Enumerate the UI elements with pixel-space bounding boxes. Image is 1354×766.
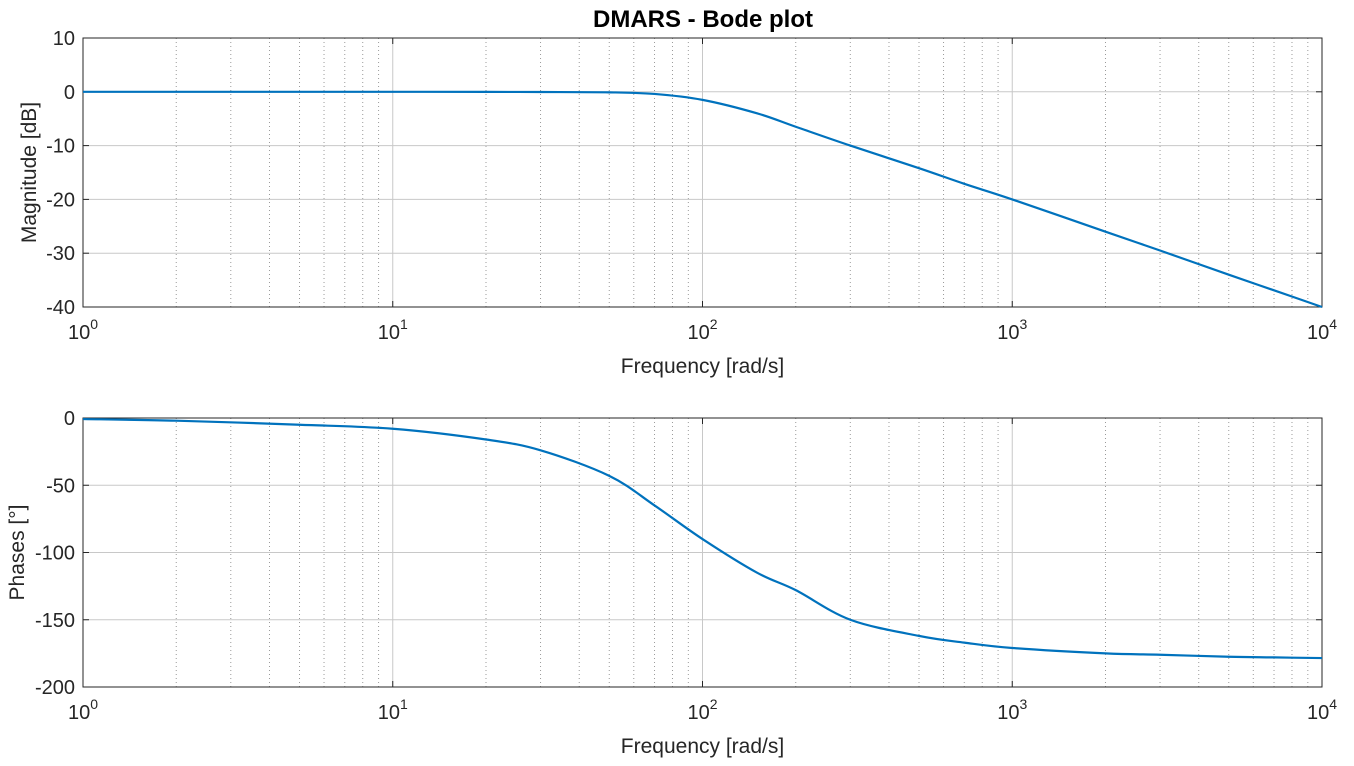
x-tick-base: 10 xyxy=(687,702,709,724)
x-axis-label: Frequency [rad/s] xyxy=(621,355,784,378)
x-tick-exponent: 1 xyxy=(400,316,408,332)
x-tick-base: 10 xyxy=(1307,702,1329,724)
x-tick-base: 10 xyxy=(378,322,400,344)
y-axis-label: Phases [°] xyxy=(6,505,29,601)
x-tick-label: 103 xyxy=(997,316,1027,344)
y-tick-label: 10 xyxy=(53,28,75,50)
y-tick-label: -10 xyxy=(46,136,75,158)
x-tick-label: 100 xyxy=(68,316,98,344)
series-line xyxy=(82,417,1323,660)
series-line xyxy=(83,90,1323,309)
y-tick-label: -50 xyxy=(46,475,75,497)
x-tick-base: 10 xyxy=(68,702,90,724)
x-tick-exponent: 2 xyxy=(710,316,718,332)
x-tick-base: 10 xyxy=(1307,322,1329,344)
x-tick-label: 102 xyxy=(687,696,717,724)
chart-title: DMARS - Bode plot xyxy=(593,6,813,33)
x-tick-exponent: 4 xyxy=(1329,696,1337,712)
x-axis-label: Frequency [rad/s] xyxy=(621,735,784,758)
y-tick-label: -150 xyxy=(35,610,75,632)
x-tick-exponent: 1 xyxy=(400,696,408,712)
x-tick-exponent: 0 xyxy=(90,316,98,332)
x-tick-exponent: 3 xyxy=(1019,696,1027,712)
x-tick-label: 100 xyxy=(68,696,98,724)
y-tick-label: -200 xyxy=(35,677,75,699)
x-tick-base: 10 xyxy=(997,702,1019,724)
x-tick-base: 10 xyxy=(378,702,400,724)
x-tick-base: 10 xyxy=(997,322,1019,344)
x-tick-exponent: 4 xyxy=(1329,316,1337,332)
y-axis-label: Magnitude [dB] xyxy=(18,102,41,243)
y-tick-label: -100 xyxy=(35,543,75,565)
x-tick-exponent: 2 xyxy=(710,696,718,712)
x-tick-label: 101 xyxy=(378,696,408,724)
x-tick-label: 101 xyxy=(378,316,408,344)
x-tick-label: 104 xyxy=(1307,696,1337,724)
x-tick-label: 104 xyxy=(1307,316,1337,344)
y-tick-label: -20 xyxy=(46,189,75,211)
x-tick-exponent: 3 xyxy=(1019,316,1027,332)
y-tick-label: -40 xyxy=(46,297,75,319)
y-tick-label: 0 xyxy=(64,408,75,430)
x-tick-base: 10 xyxy=(68,322,90,344)
y-tick-label: -30 xyxy=(46,243,75,265)
x-tick-base: 10 xyxy=(687,322,709,344)
y-tick-label: 0 xyxy=(64,82,75,104)
x-tick-label: 103 xyxy=(997,696,1027,724)
x-tick-label: 102 xyxy=(687,316,717,344)
x-tick-exponent: 0 xyxy=(90,696,98,712)
